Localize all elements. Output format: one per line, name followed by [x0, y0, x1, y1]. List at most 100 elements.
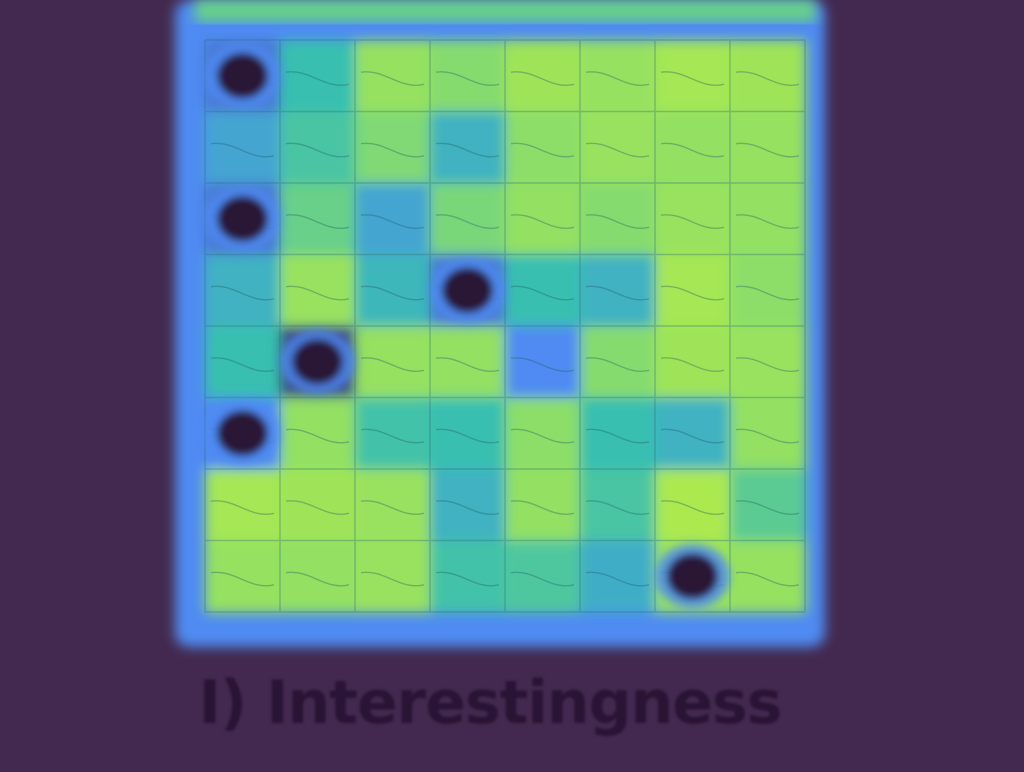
cell-curve [285, 571, 350, 587]
figure-caption: I) Interestingness [198, 668, 783, 738]
heatmap-top-strip [195, 0, 815, 22]
heatmap-cell [730, 183, 806, 256]
cell-curve [210, 285, 275, 301]
cell-curve [435, 571, 500, 587]
dark-spot [217, 195, 268, 242]
cell-curve [285, 142, 350, 158]
heatmap-cell [580, 111, 656, 184]
heatmap-cell [430, 326, 506, 399]
cell-curve [435, 71, 500, 86]
heatmap-cell [505, 40, 581, 113]
heatmap-cell [280, 540, 356, 613]
heatmap-cell [730, 111, 806, 184]
cell-curve [210, 142, 275, 158]
heatmap-cell [205, 326, 281, 399]
cell-curve [660, 214, 725, 229]
cell-curve [360, 357, 425, 372]
heatmap-cell [580, 326, 656, 399]
heatmap-cell [580, 397, 656, 470]
cell-curve [735, 71, 800, 86]
cell-curve [510, 500, 575, 515]
cell-curve [435, 500, 500, 515]
cell-curve [660, 500, 725, 515]
heatmap-cell [355, 540, 431, 613]
cell-curve [735, 357, 800, 372]
cell-curve [360, 571, 425, 587]
cell-curve [510, 428, 575, 444]
cell-curve [510, 71, 575, 86]
heatmap-cell [655, 183, 731, 256]
heatmap-cell [580, 540, 656, 613]
cell-curve [735, 428, 800, 444]
heatmap-cell [730, 40, 806, 113]
cell-curve [735, 214, 800, 229]
cell-curve [210, 500, 275, 515]
cell-curve [585, 214, 650, 229]
heatmap-cell [280, 469, 356, 542]
heatmap-cell [355, 40, 431, 113]
cell-curve [735, 285, 800, 301]
cell-curve [735, 500, 800, 515]
cell-curve [510, 214, 575, 229]
cell-curve [435, 142, 500, 158]
heatmap-cell [430, 469, 506, 542]
cell-curve [360, 500, 425, 515]
heatmap-cell [505, 469, 581, 542]
heatmap-cell [505, 183, 581, 256]
heatmap-cell [580, 469, 656, 542]
heatmap-cell [655, 40, 731, 113]
cell-curve [435, 357, 500, 372]
heatmap-cell [430, 397, 506, 470]
heatmap-cell [730, 540, 806, 613]
dark-spot [442, 267, 493, 314]
heatmap-cell [205, 540, 281, 613]
cell-curve [510, 142, 575, 158]
heatmap-cell [730, 254, 806, 327]
cell-curve [285, 500, 350, 515]
dark-spot [217, 410, 268, 457]
heatmap-cell [355, 111, 431, 184]
cell-curve [210, 571, 275, 587]
heatmap-cell [580, 40, 656, 113]
cell-curve [660, 285, 725, 301]
heatmap-cell [280, 254, 356, 327]
heatmap-cell [355, 397, 431, 470]
heatmap-cell [355, 326, 431, 399]
heatmap-cell [355, 254, 431, 327]
cell-curve [360, 214, 425, 229]
dark-spot [217, 52, 268, 99]
heatmap-cell [430, 540, 506, 613]
heatmap-cell [505, 540, 581, 613]
heatmap-cell [730, 397, 806, 470]
heatmap-cell [655, 111, 731, 184]
heatmap-cell [730, 326, 806, 399]
dark-spot [292, 338, 343, 385]
cell-curve [285, 428, 350, 444]
cell-curve [510, 285, 575, 301]
heatmap-cell [280, 397, 356, 470]
cell-curve [360, 142, 425, 158]
heatmap-cell [655, 469, 731, 542]
cell-curve [285, 285, 350, 301]
cell-curve [735, 571, 800, 587]
heatmap-cell [430, 111, 506, 184]
cell-curve [585, 357, 650, 372]
heatmap-cell [355, 183, 431, 256]
cell-curve [735, 142, 800, 158]
cell-curve [585, 71, 650, 86]
cell-curve [585, 428, 650, 444]
heatmap-cell [280, 40, 356, 113]
cell-curve [510, 357, 575, 372]
heatmap-cell [430, 183, 506, 256]
cell-curve [585, 285, 650, 301]
heatmap-cell [505, 254, 581, 327]
cell-curve [585, 500, 650, 515]
cell-curve [435, 214, 500, 229]
cell-curve [660, 428, 725, 444]
cell-curve [660, 71, 725, 86]
heatmap-cell [505, 397, 581, 470]
heatmap-cell [580, 254, 656, 327]
cell-curve [660, 357, 725, 372]
